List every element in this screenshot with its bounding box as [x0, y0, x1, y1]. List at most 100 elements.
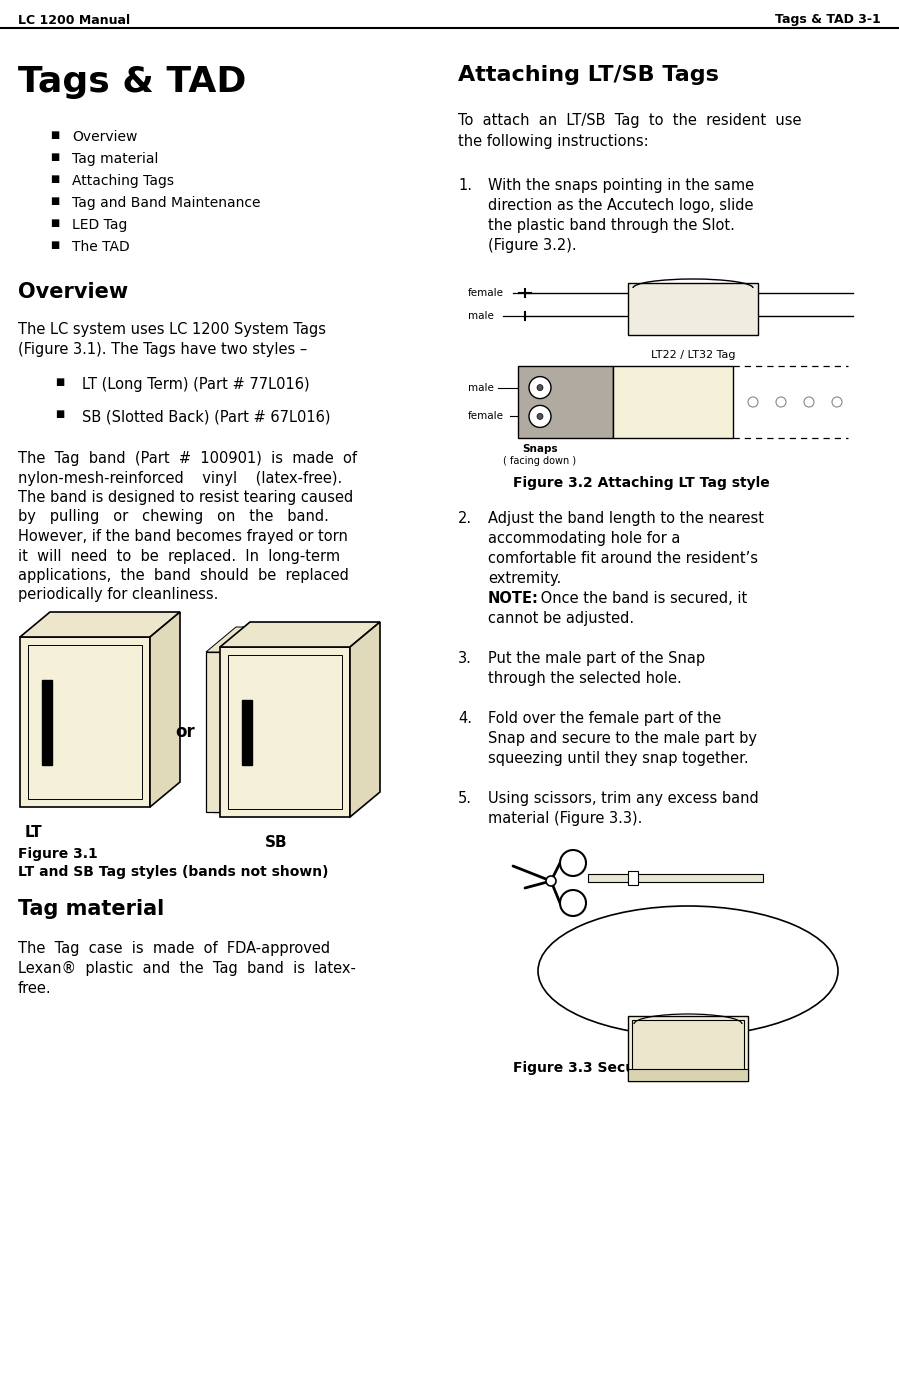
Polygon shape	[28, 645, 142, 799]
Text: it  will  need  to  be  replaced.  In  long-term: it will need to be replaced. In long-ter…	[18, 549, 340, 564]
Text: LT (Long Term) (Part # 77L016): LT (Long Term) (Part # 77L016)	[82, 377, 309, 392]
Ellipse shape	[538, 906, 838, 1036]
Text: Snap and secure to the male part by: Snap and secure to the male part by	[488, 732, 757, 745]
Text: With the snaps pointing in the same: With the snaps pointing in the same	[488, 179, 754, 193]
Polygon shape	[613, 366, 733, 438]
Circle shape	[776, 396, 786, 408]
Text: ( facing down ): ( facing down )	[503, 456, 576, 466]
Text: Fold over the female part of the: Fold over the female part of the	[488, 711, 721, 726]
Text: nylon-mesh-reinforced    vinyl    (latex-free).: nylon-mesh-reinforced vinyl (latex-free)…	[18, 470, 343, 486]
Text: Overview: Overview	[18, 282, 129, 302]
Polygon shape	[20, 611, 180, 637]
Circle shape	[804, 396, 814, 408]
Text: periodically for cleanliness.: periodically for cleanliness.	[18, 588, 218, 603]
Polygon shape	[628, 283, 758, 335]
Text: male: male	[468, 383, 494, 392]
Text: accommodating hole for a: accommodating hole for a	[488, 530, 681, 546]
Text: Tag material: Tag material	[18, 899, 165, 919]
Text: or: or	[175, 723, 195, 741]
Polygon shape	[628, 1016, 748, 1081]
Text: squeezing until they snap together.: squeezing until they snap together.	[488, 751, 749, 766]
Polygon shape	[350, 623, 380, 817]
Text: Adjust the band length to the nearest: Adjust the band length to the nearest	[488, 511, 764, 526]
Text: Tag material: Tag material	[72, 152, 158, 166]
Text: The  Tag  case  is  made  of  FDA-approved: The Tag case is made of FDA-approved	[18, 941, 330, 956]
Text: Tag and Band Maintenance: Tag and Band Maintenance	[72, 195, 261, 209]
Text: Attaching LT/SB Tags: Attaching LT/SB Tags	[458, 66, 719, 85]
Circle shape	[832, 396, 842, 408]
Polygon shape	[213, 627, 250, 652]
Text: To  attach  an  LT/SB  Tag  to  the  resident  use: To attach an LT/SB Tag to the resident u…	[458, 113, 802, 128]
Circle shape	[546, 877, 556, 886]
Text: material (Figure 3.3).: material (Figure 3.3).	[488, 811, 643, 826]
Text: ■: ■	[50, 218, 59, 228]
Text: NOTE:: NOTE:	[488, 591, 539, 606]
Polygon shape	[628, 1069, 748, 1081]
Circle shape	[537, 385, 543, 391]
Text: (Figure 3.1). The Tags have two styles –: (Figure 3.1). The Tags have two styles –	[18, 342, 307, 357]
Text: female: female	[468, 412, 504, 422]
Text: Snaps: Snaps	[522, 444, 557, 454]
Text: LT: LT	[25, 825, 42, 840]
Text: ■: ■	[55, 377, 64, 387]
Text: SB (Slotted Back) (Part # 67L016): SB (Slotted Back) (Part # 67L016)	[82, 409, 331, 424]
Text: male: male	[468, 311, 494, 321]
Text: Overview: Overview	[72, 130, 138, 144]
Text: the following instructions:: the following instructions:	[458, 134, 648, 149]
Text: Figure 3.1: Figure 3.1	[18, 847, 98, 861]
Text: However, if the band becomes frayed or torn: However, if the band becomes frayed or t…	[18, 529, 348, 544]
Text: through the selected hole.: through the selected hole.	[488, 671, 681, 685]
Text: (Figure 3.2).: (Figure 3.2).	[488, 237, 576, 253]
Text: LT22 / LT32 Tag: LT22 / LT32 Tag	[651, 350, 735, 360]
Text: Figure 3.2 Attaching LT Tag style: Figure 3.2 Attaching LT Tag style	[513, 476, 770, 490]
Text: applications,  the  band  should  be  replaced: applications, the band should be replace…	[18, 568, 349, 584]
Polygon shape	[632, 1020, 744, 1074]
Polygon shape	[220, 646, 350, 817]
Polygon shape	[42, 680, 52, 765]
Text: Using scissors, trim any excess band: Using scissors, trim any excess band	[488, 792, 759, 805]
Text: The LC system uses LC 1200 System Tags: The LC system uses LC 1200 System Tags	[18, 322, 326, 336]
Text: The  Tag  band  (Part  #  100901)  is  made  of: The Tag band (Part # 100901) is made of	[18, 451, 357, 466]
Text: Put the male part of the Snap: Put the male part of the Snap	[488, 651, 705, 666]
Text: ■: ■	[50, 195, 59, 207]
Polygon shape	[518, 366, 613, 438]
Text: 5.: 5.	[458, 792, 472, 805]
Circle shape	[529, 405, 551, 427]
Text: 4.: 4.	[458, 711, 472, 726]
Text: 3.: 3.	[458, 651, 472, 666]
Polygon shape	[206, 627, 250, 652]
Polygon shape	[206, 652, 220, 812]
Text: The band is designed to resist tearing caused: The band is designed to resist tearing c…	[18, 490, 353, 505]
Polygon shape	[220, 623, 380, 646]
Circle shape	[537, 413, 543, 419]
Circle shape	[560, 850, 586, 877]
Polygon shape	[588, 874, 763, 882]
Text: Once the band is secured, it: Once the band is secured, it	[536, 591, 747, 606]
Polygon shape	[628, 871, 638, 885]
Text: cannot be adjusted.: cannot be adjusted.	[488, 611, 634, 625]
Text: extremity.: extremity.	[488, 571, 561, 586]
Text: the plastic band through the Slot.: the plastic band through the Slot.	[488, 218, 734, 233]
Polygon shape	[213, 652, 220, 812]
Text: LED Tag: LED Tag	[72, 218, 128, 232]
Text: 1.: 1.	[458, 179, 472, 193]
Polygon shape	[150, 611, 180, 807]
Circle shape	[529, 377, 551, 399]
Text: The TAD: The TAD	[72, 240, 129, 254]
Text: Figure 3.3 Securing the band: Figure 3.3 Securing the band	[513, 1061, 742, 1075]
Text: Tags & TAD 3-1: Tags & TAD 3-1	[775, 14, 881, 27]
Text: Tags & TAD: Tags & TAD	[18, 66, 246, 99]
Text: ■: ■	[50, 130, 59, 140]
Polygon shape	[228, 655, 342, 810]
Text: SB: SB	[265, 835, 288, 850]
Text: comfortable fit around the resident’s: comfortable fit around the resident’s	[488, 551, 758, 565]
Text: female: female	[468, 288, 504, 297]
Text: 2.: 2.	[458, 511, 472, 526]
Text: ■: ■	[50, 152, 59, 162]
Text: ■: ■	[55, 409, 64, 419]
Polygon shape	[242, 699, 252, 765]
Text: Lexan®  plastic  and  the  Tag  band  is  latex-: Lexan® plastic and the Tag band is latex…	[18, 960, 356, 976]
Text: by   pulling   or   chewing   on   the   band.: by pulling or chewing on the band.	[18, 510, 329, 525]
Text: free.: free.	[18, 981, 51, 995]
Text: direction as the Accutech logo, slide: direction as the Accutech logo, slide	[488, 198, 753, 214]
